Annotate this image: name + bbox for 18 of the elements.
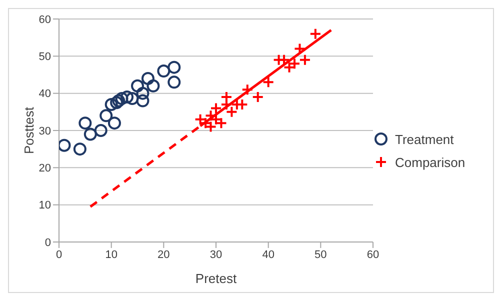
legend-label: Comparison [395,154,466,170]
y-tick-label: 30 [38,125,51,138]
legend-label: Treatment [395,132,454,146]
y-tick-label: 0 [44,236,51,249]
x-axis-title: Pretest [195,271,237,286]
x-tick-label: 10 [105,248,118,261]
x-tick-label: 40 [262,248,274,261]
x-tick-label: 30 [210,248,222,261]
x-tick-label: 20 [158,248,170,261]
x-tick-label: 0 [56,248,62,261]
x-tick-label: 60 [366,248,380,261]
y-axis-title: Posttest [22,106,37,154]
x-tick-label: 50 [314,248,327,261]
y-tick-label: 10 [38,200,51,212]
y-tick-label: 60 [38,14,51,26]
y-tick-label: 50 [38,51,51,64]
y-tick-label: 20 [38,162,51,175]
y-tick-label: 40 [38,88,51,100]
